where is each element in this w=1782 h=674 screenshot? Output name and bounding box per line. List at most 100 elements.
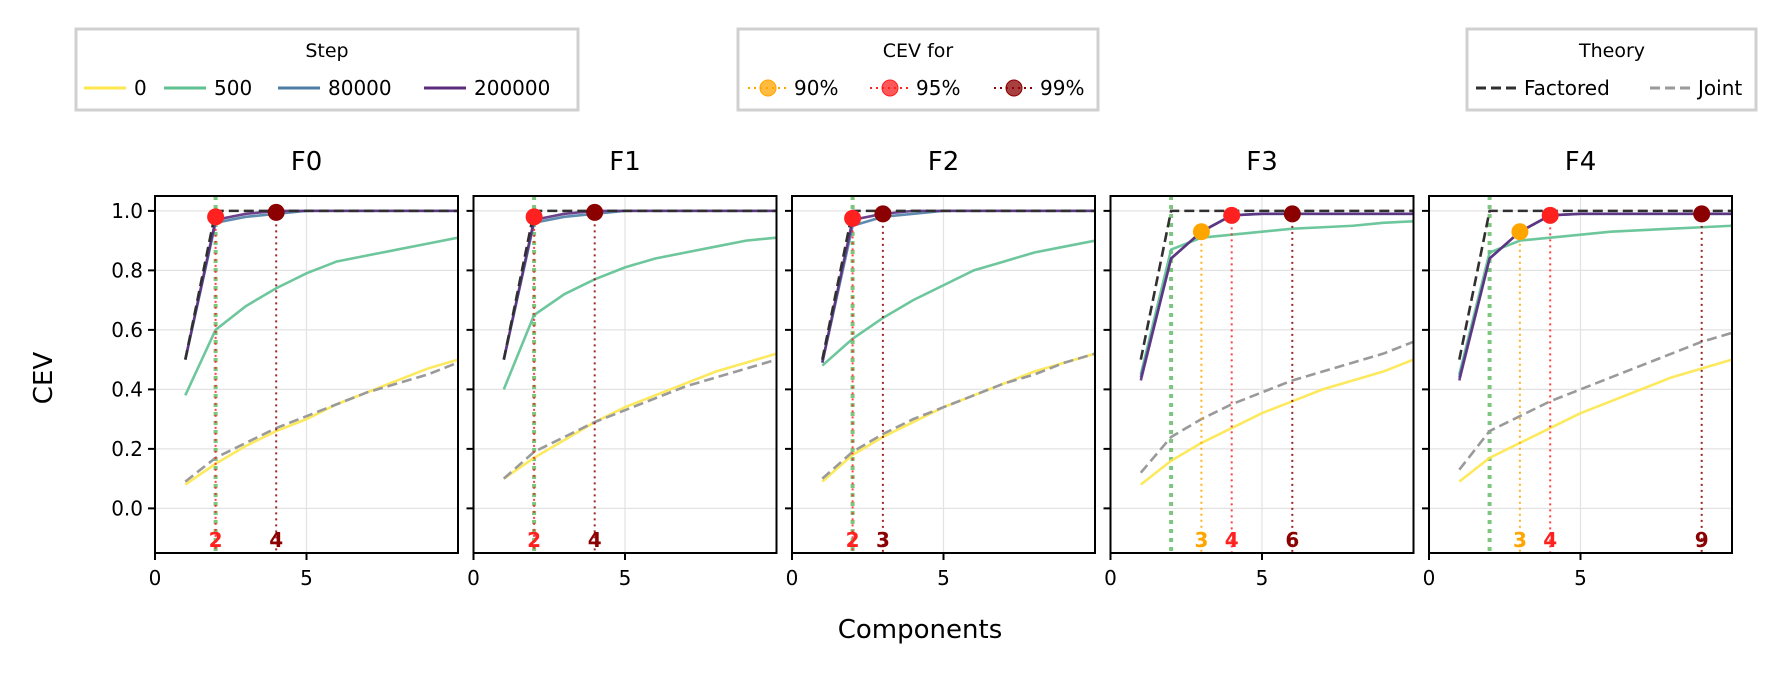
legend-theory: Theory Factored Joint bbox=[1465, 27, 1758, 112]
legend-theory-entries: Factored Joint bbox=[1476, 76, 1742, 100]
legend-step-title: Step bbox=[305, 40, 348, 62]
panel-plot-area bbox=[184, 196, 458, 553]
legend-step-label-200000: 200000 bbox=[474, 76, 550, 100]
legend-cev-title: CEV for bbox=[883, 40, 954, 62]
y-tick-label: 0.2 bbox=[111, 437, 143, 461]
cev-marker-95pct bbox=[207, 208, 225, 226]
panel-title: F4 bbox=[1565, 147, 1597, 177]
series-line-step-80000 bbox=[1458, 212, 1732, 378]
cev-marker-95pct bbox=[1223, 206, 1241, 224]
x-axis-label: Components bbox=[838, 615, 1003, 645]
panel-f2: 2 3 F2 0 5 bbox=[785, 147, 1096, 590]
x-tick-label: 5 bbox=[937, 566, 950, 590]
panel-f0: 2 4 F0 0.0 0.2 0.4 0.6 0.8 1.0 0 5 bbox=[111, 147, 459, 590]
panel-title: F0 bbox=[291, 147, 323, 177]
series-line-step-200000 bbox=[1458, 212, 1732, 381]
x-tick-label: 0 bbox=[149, 566, 162, 590]
x-tick-label: 0 bbox=[786, 566, 799, 590]
cev-marker-99pct bbox=[1693, 205, 1711, 223]
panel-plot-area bbox=[502, 196, 777, 553]
legend-cev-label-2: 99% bbox=[1040, 76, 1084, 100]
panel-title: F1 bbox=[609, 147, 641, 177]
cev-marker-99pct bbox=[1283, 205, 1301, 223]
theory-factored-line bbox=[1139, 209, 1414, 360]
cev-marker-99pct bbox=[586, 203, 604, 221]
cev-marker-95pct bbox=[1541, 206, 1559, 224]
legend-theory-label-joint: Joint bbox=[1696, 76, 1742, 100]
series-line-step-500 bbox=[502, 236, 777, 390]
legend-cev: CEV for 90% 95% 99% bbox=[736, 27, 1100, 112]
theory-factored-line bbox=[184, 209, 458, 360]
y-tick-label: 0.8 bbox=[111, 258, 143, 282]
legend-step: Step 0 500 80000 200000 bbox=[74, 27, 580, 112]
y-tick-label: 1.0 bbox=[111, 199, 143, 223]
theory-factored-line bbox=[1458, 209, 1732, 360]
panel-plot-area bbox=[821, 196, 1095, 553]
panel-plot-area bbox=[1458, 196, 1732, 553]
y-tick-label: 0.0 bbox=[111, 496, 143, 520]
series-line-step-80000 bbox=[821, 209, 1095, 363]
cev-marker-95pct bbox=[844, 209, 862, 227]
theory-joint-line bbox=[502, 358, 777, 480]
legend-cev-marker-2 bbox=[1005, 79, 1023, 97]
x-tick-label: 0 bbox=[467, 566, 480, 590]
panel-f3: 3 4 6 F3 0 5 bbox=[1103, 147, 1415, 590]
cev-marker-label-99pct: 9 bbox=[1695, 528, 1709, 552]
series-line-step-0 bbox=[503, 352, 777, 480]
cev-marker-label-95pct: 4 bbox=[1543, 528, 1557, 552]
panel-f4: 3 4 9 F4 0 5 bbox=[1422, 147, 1733, 590]
cev-marker-label-99pct: 4 bbox=[269, 528, 283, 552]
x-tick-label: 0 bbox=[1104, 566, 1117, 590]
theory-joint-line bbox=[821, 352, 1095, 480]
series-line-step-0 bbox=[1458, 358, 1732, 483]
legend-cev-label-1: 95% bbox=[916, 76, 960, 100]
series-line-step-80000 bbox=[502, 209, 777, 360]
series-line-step-200000 bbox=[184, 209, 458, 360]
legend-step-label-80000: 80000 bbox=[328, 76, 392, 100]
series-line-step-0 bbox=[1139, 358, 1414, 486]
theory-joint-line bbox=[1458, 331, 1732, 471]
series-line-step-500 bbox=[184, 236, 458, 396]
legend-step-label-0: 0 bbox=[134, 76, 147, 100]
theory-joint-line bbox=[184, 361, 458, 483]
y-tick-label: 0.6 bbox=[111, 318, 143, 342]
series-line-step-500 bbox=[1139, 219, 1414, 375]
theory-joint-line bbox=[1139, 340, 1414, 474]
cev-marker-label-95pct: 2 bbox=[209, 528, 223, 552]
legend-cev-entries: 90% 95% 99% bbox=[748, 76, 1084, 100]
legend-cev-label-0: 90% bbox=[794, 76, 838, 100]
cev-marker-label-90pct: 3 bbox=[1194, 528, 1208, 552]
cev-marker-label-99pct: 3 bbox=[876, 528, 890, 552]
x-tick-label: 5 bbox=[300, 566, 313, 590]
panel-title: F3 bbox=[1246, 147, 1278, 177]
legend-cev-marker-1 bbox=[881, 79, 899, 97]
series-line-step-0 bbox=[821, 352, 1095, 483]
series-line-step-500 bbox=[821, 239, 1095, 367]
legend-theory-label-factored: Factored bbox=[1524, 76, 1610, 100]
series-line-step-200000 bbox=[821, 209, 1095, 363]
series-line-step-0 bbox=[184, 358, 458, 486]
cev-marker-label-99pct: 4 bbox=[588, 528, 602, 552]
cev-marker-95pct bbox=[525, 208, 543, 226]
cev-marker-99pct bbox=[874, 205, 892, 223]
x-tick-label: 0 bbox=[1423, 566, 1436, 590]
series-line-step-200000 bbox=[1139, 212, 1414, 381]
x-tick-label: 5 bbox=[619, 566, 632, 590]
cev-marker-99pct bbox=[267, 203, 285, 221]
cev-marker-label-99pct: 6 bbox=[1285, 528, 1299, 552]
cev-marker-90pct bbox=[1511, 223, 1529, 241]
theory-factored-line bbox=[502, 209, 777, 360]
panel-plot-area bbox=[1139, 196, 1414, 553]
panel-f1: 2 4 F1 0 5 bbox=[466, 147, 778, 590]
series-line-step-200000 bbox=[502, 209, 777, 360]
legend-theory-title: Theory bbox=[1578, 40, 1645, 62]
cev-marker-label-95pct: 2 bbox=[527, 528, 541, 552]
y-axis-label: CEV bbox=[29, 352, 59, 405]
legend-cev-marker-0 bbox=[759, 79, 777, 97]
legend-step-entries: 0 500 80000 200000 bbox=[84, 76, 550, 100]
legend-step-label-500: 500 bbox=[214, 76, 252, 100]
theory-factored-line bbox=[821, 209, 1095, 360]
x-tick-label: 5 bbox=[1574, 566, 1587, 590]
